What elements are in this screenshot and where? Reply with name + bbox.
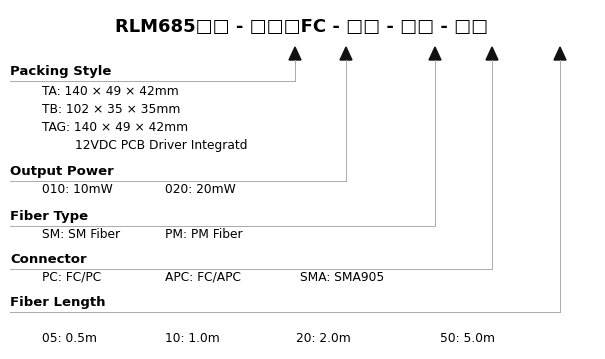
Text: TAG: 140 × 49 × 42mm: TAG: 140 × 49 × 42mm: [42, 121, 188, 134]
Text: PM: PM Fiber: PM: PM Fiber: [165, 228, 243, 241]
Polygon shape: [486, 47, 498, 60]
Polygon shape: [340, 47, 352, 60]
Text: RLM685□□ - □□□FC - □□ - □□ - □□: RLM685□□ - □□□FC - □□ - □□ - □□: [116, 18, 489, 36]
Text: 05: 0.5m: 05: 0.5m: [42, 332, 97, 345]
Text: SM: SM Fiber: SM: SM Fiber: [42, 228, 120, 241]
Text: Fiber Length: Fiber Length: [10, 296, 105, 309]
Text: Connector: Connector: [10, 253, 87, 266]
Text: Packing Style: Packing Style: [10, 65, 111, 78]
Text: APC: FC/APC: APC: FC/APC: [165, 271, 241, 284]
Text: 010: 10mW: 010: 10mW: [42, 183, 113, 196]
Text: TB: 102 × 35 × 35mm: TB: 102 × 35 × 35mm: [42, 103, 180, 116]
Polygon shape: [289, 47, 301, 60]
Text: TA: 140 × 49 × 42mm: TA: 140 × 49 × 42mm: [42, 85, 178, 98]
Text: PC: FC/PC: PC: FC/PC: [42, 271, 101, 284]
Polygon shape: [429, 47, 441, 60]
Text: 020: 20mW: 020: 20mW: [165, 183, 236, 196]
Text: SMA: SMA905: SMA: SMA905: [300, 271, 384, 284]
Text: Fiber Type: Fiber Type: [10, 210, 88, 223]
Text: 50: 5.0m: 50: 5.0m: [440, 332, 495, 345]
Text: 20: 2.0m: 20: 2.0m: [296, 332, 351, 345]
Text: Output Power: Output Power: [10, 165, 114, 178]
Text: 12VDC PCB Driver Integratd: 12VDC PCB Driver Integratd: [75, 139, 247, 152]
Polygon shape: [554, 47, 566, 60]
Text: 10: 1.0m: 10: 1.0m: [165, 332, 220, 345]
